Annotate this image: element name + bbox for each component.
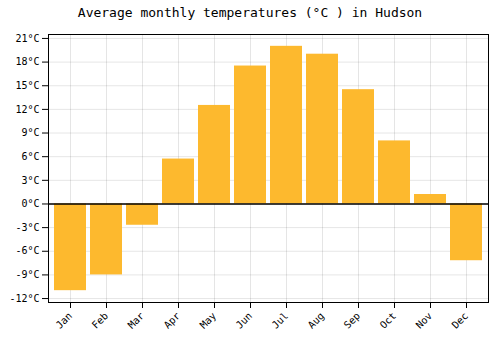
svg-text:Jul: Jul [270, 310, 291, 331]
html-text:Average monthly temperatures (: Average monthly temperatures (°C ) in Hu… [77, 5, 423, 20]
svg-text:6°C: 6°C [21, 151, 39, 162]
svg-text:Mar: Mar [126, 310, 147, 331]
svg-text:Oct: Oct [378, 310, 399, 331]
svg-text:-9°C: -9°C [15, 269, 39, 280]
svg-text:Aug: Aug [306, 310, 327, 331]
svg-text:21°C: 21°C [15, 33, 39, 44]
svg-text:0°C: 0°C [21, 198, 39, 209]
svg-text:-6°C: -6°C [15, 245, 39, 256]
svg-text:Apr: Apr [162, 310, 183, 331]
svg-text:Feb: Feb [90, 310, 111, 331]
svg-text:-12°C: -12°C [9, 293, 39, 304]
svg-text:3°C: 3°C [21, 175, 39, 186]
svg-text:Sep: Sep [342, 310, 363, 331]
svg-text:Jun: Jun [234, 310, 255, 331]
svg-text:May: May [198, 310, 219, 331]
svg-text:Dec: Dec [450, 310, 471, 331]
svg-text:Nov: Nov [414, 310, 435, 331]
svg-text:18°C: 18°C [15, 56, 39, 67]
svg-text:12°C: 12°C [15, 104, 39, 115]
svg-text:-3°C: -3°C [15, 222, 39, 233]
svg-text:9°C: 9°C [21, 127, 39, 138]
svg-text:15°C: 15°C [15, 80, 39, 91]
svg-text:Jan: Jan [54, 310, 75, 331]
